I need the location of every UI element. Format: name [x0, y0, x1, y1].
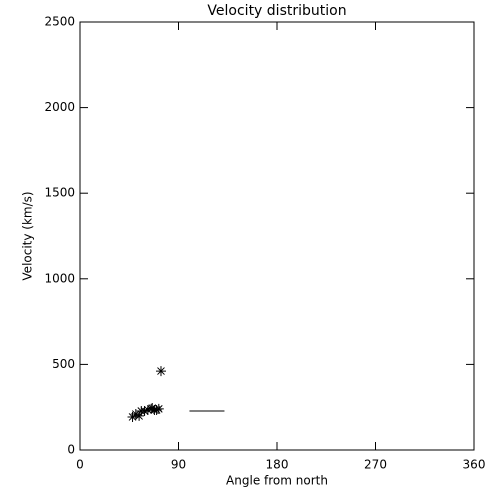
y-axis-label: Velocity (km/s) — [21, 191, 35, 280]
x-axis-label: Angle from north — [226, 474, 328, 488]
y-tick-label: 1000 — [44, 271, 75, 285]
y-tick-label: 2000 — [44, 100, 75, 114]
x-tick-label: 270 — [364, 458, 387, 472]
x-tick-label: 90 — [171, 458, 186, 472]
y-tick-label: 0 — [67, 443, 75, 457]
y-tick-label: 1500 — [44, 186, 75, 200]
y-tick-label: 2500 — [44, 15, 75, 29]
y-tick-label: 500 — [52, 357, 75, 371]
point — [155, 366, 166, 377]
chart-title: Velocity distribution — [207, 3, 346, 19]
point — [142, 404, 153, 415]
x-tick-label: 0 — [76, 458, 84, 472]
x-tick-label: 180 — [266, 458, 289, 472]
point — [134, 410, 145, 421]
point — [130, 409, 141, 420]
point — [151, 404, 162, 415]
point — [153, 403, 164, 414]
x-tick-label: 360 — [463, 458, 486, 472]
point — [139, 405, 150, 416]
